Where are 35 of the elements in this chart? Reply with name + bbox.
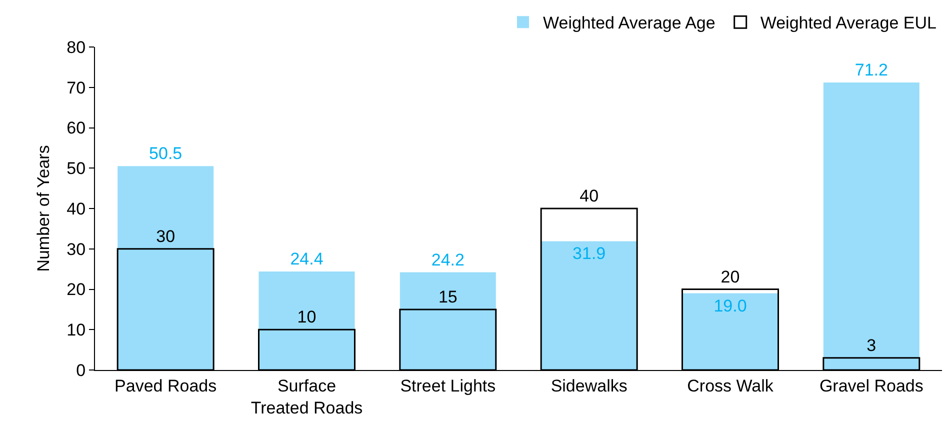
y-tick-label: 40: [66, 199, 86, 218]
legend-label: Weighted Average EUL: [760, 14, 936, 33]
bar: [400, 272, 496, 370]
y-tick-label: 80: [66, 38, 86, 57]
data-label: 10: [297, 308, 316, 327]
legend-label: Weighted Average Age: [543, 14, 716, 33]
x-tick-label: Street Lights: [400, 376, 496, 396]
bar: [118, 166, 214, 370]
x-tick-label: Gravel Roads: [819, 376, 924, 396]
data-label: 71.2: [854, 60, 888, 80]
y-tick-label: 20: [66, 280, 86, 300]
y-axis-title: Number of Years: [34, 145, 54, 272]
data-label: 30: [156, 226, 176, 246]
x-tick-label: Surface Treated Roads: [250, 376, 363, 418]
data-label: 3: [866, 336, 876, 355]
bar: [823, 82, 920, 370]
bar: [541, 241, 638, 370]
y-tick-label: 60: [66, 118, 86, 138]
data-label: 19.0: [714, 296, 747, 316]
data-label: 50.5: [149, 144, 182, 164]
y-tick-label: 10: [66, 320, 86, 340]
y-tick-label: 0: [76, 360, 86, 380]
data-label: 31.9: [572, 244, 606, 264]
x-tick-label: Sidewalks: [550, 376, 628, 396]
x-tick-label: Cross Walk: [687, 376, 774, 396]
y-tick-label: 70: [66, 78, 86, 98]
x-tick-label: Paved Roads: [114, 376, 217, 396]
data-label: 20: [720, 267, 740, 286]
data-label: 24.4: [290, 249, 324, 268]
data-label: 40: [580, 186, 599, 206]
data-label: 15: [438, 287, 458, 306]
data-label: 24.2: [431, 250, 464, 270]
y-tick-label: 30: [66, 240, 86, 259]
y-tick-label: 50: [66, 159, 86, 178]
bar: [258, 271, 355, 370]
